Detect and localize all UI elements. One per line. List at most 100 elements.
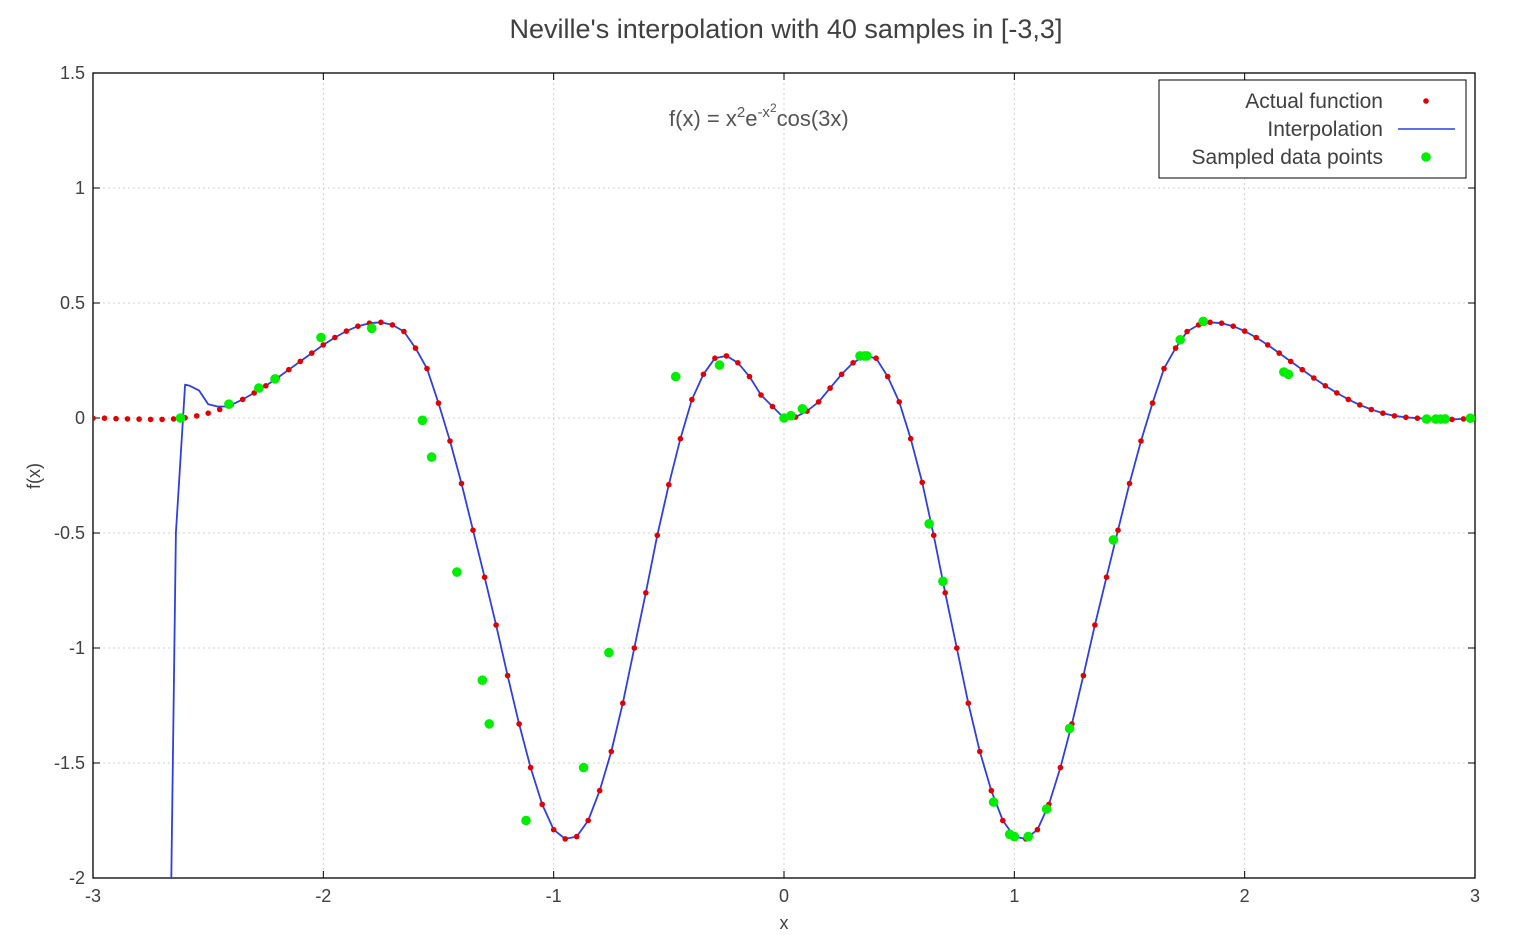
actual-function-point [1253,334,1259,341]
actual-function-point [896,399,902,405]
actual-function-point [239,396,246,403]
actual-function-point [815,399,822,405]
sampled-data-point [1009,831,1020,842]
sampled-data-point [175,413,186,423]
actual-function-point [1092,622,1098,628]
actual-function-point [1149,400,1156,406]
actual-function-point [954,645,960,651]
axis-ticks: -3 -2 -1 0 1 2 31.510.50-0.5-1-1.5-2 [54,63,1480,906]
sampled-data-point [426,452,437,462]
legend-label-actual: Actual function [1245,90,1383,113]
formula-sup3: 2 [770,101,777,115]
legend-label-samples: Sampled data points [1192,146,1383,169]
actual-function-point [712,355,718,362]
actual-function-point [1230,323,1236,330]
x-axis-label: x [780,913,789,933]
actual-function-point [286,366,292,373]
legend-marker-actual [1423,98,1429,104]
x-tick-label: -1 [546,886,562,906]
sampled-data-point [253,383,264,393]
actual-function-point [320,342,327,348]
actual-function-point [516,721,522,727]
y-tick-label: 1 [75,178,85,198]
grid-lines [92,72,1476,879]
actual-function-point [677,435,684,442]
actual-function-point [758,392,764,398]
sampled-data-point [938,576,948,587]
actual-function-point [1391,413,1398,419]
sampled-data-point [797,404,808,414]
x-tick-label: 2 [1240,886,1250,906]
actual-function-point [101,415,108,422]
actual-function-point [493,622,499,628]
actual-function-point [1322,383,1329,389]
actual-function-point [1241,328,1248,334]
formula-tail: cos(3x) [777,106,849,131]
chart-title: Neville's interpolation with 40 samples … [510,14,1063,44]
formula-sup2: -x [757,104,770,121]
y-tick-label: 1.5 [60,63,85,83]
actual-function-point [1034,826,1041,833]
actual-function-point [447,438,453,444]
formula-annotation: f(x) = x2e-x2cos(3x) [669,101,849,131]
sampled-data-point [1108,535,1119,545]
actual-function-point [1207,319,1213,326]
actual-function-point [1000,817,1006,824]
sampled-data-point [604,647,614,658]
actual-function-point [884,373,891,380]
sampled-data-point [714,360,725,370]
actual-function-point [942,590,948,596]
actual-function-point [378,319,384,326]
actual-function-point [389,322,396,328]
actual-function-point [193,413,200,419]
actual-function-point [1403,414,1409,421]
actual-function-point [458,480,465,487]
sampled-data-point [452,567,462,577]
y-axis-label: f(x) [24,463,44,489]
sampled-data-point [786,410,796,421]
actual-function-point [907,435,914,442]
actual-function-point [124,416,131,422]
actual-function-point [170,416,177,422]
actual-function-point [297,358,304,365]
actual-function-point [1161,365,1167,372]
actual-function-point [608,748,615,755]
x-tick-label: 0 [779,886,789,906]
actual-function-point [1287,358,1294,365]
sampled-data-point [484,719,495,729]
sampled-data-point [1198,316,1208,327]
y-tick-label: 0.5 [60,293,85,313]
actual-function-point [113,415,119,422]
actual-function-point [965,700,972,706]
actual-function-point [136,416,142,422]
sampled-data-point [1175,335,1185,345]
interpolation-line [170,321,1475,878]
sampled-data-point [224,399,234,410]
actual-function-point [977,748,983,755]
actual-function-point [539,801,545,808]
actual-function-point [1264,342,1271,348]
sampled-data-point [670,371,681,382]
y-tick-label: -2 [69,868,85,888]
formula-sup1: 2 [737,104,745,121]
y-tick-label: -0.5 [54,523,85,543]
actual-function-point [1449,416,1455,423]
actual-function-point [1172,345,1179,351]
actual-function-point [159,416,165,423]
actual-function-point [1368,406,1375,413]
actual-function-point [343,328,350,334]
actual-function-point [735,360,741,366]
sampled-data-point [1465,413,1475,423]
sampled-data-point [316,332,326,343]
actual-function-point [1276,350,1282,356]
actual-function-point [1218,320,1225,327]
series-layer [93,316,1475,878]
actual-function-point [689,396,695,403]
actual-function-point [205,410,211,417]
actual-function-point [1184,328,1190,335]
actual-function-point [470,527,476,533]
actual-function-point [596,787,603,794]
y-tick-label: 0 [75,408,85,428]
actual-function-point [1115,527,1121,533]
